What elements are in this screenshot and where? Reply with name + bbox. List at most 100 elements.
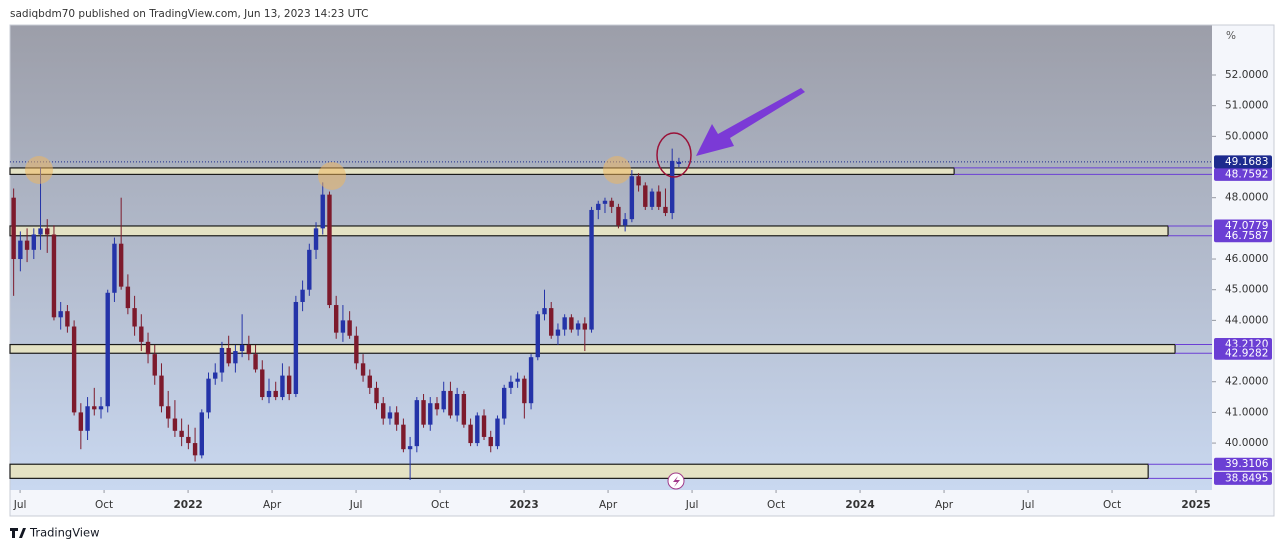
x-tick-label: Jul: [685, 499, 699, 511]
candle-body: [414, 400, 420, 447]
price-axis: [1212, 25, 1274, 490]
candle-body: [360, 363, 366, 376]
x-tick-label: Apr: [599, 499, 618, 511]
candle-body: [441, 390, 446, 410]
time-axis: [10, 490, 1274, 516]
y-tick-label: 45.0000: [1225, 284, 1268, 296]
candle-body: [569, 317, 574, 330]
candle-body: [602, 200, 608, 204]
support-zone: [9, 463, 1149, 479]
x-tick-label: 2024: [845, 499, 874, 511]
candle-body: [508, 381, 514, 388]
price-label: 38.8495: [1225, 472, 1268, 484]
candle-body: [636, 176, 641, 186]
y-tick-label: 50.0000: [1225, 130, 1268, 142]
candle-body: [112, 243, 117, 293]
candle-body: [428, 403, 433, 425]
price-label: 49.1683: [1225, 156, 1268, 168]
candle-body: [280, 375, 285, 398]
candle-body: [374, 387, 379, 404]
candle-body: [145, 341, 151, 355]
candle-body: [488, 436, 493, 447]
y-tick-label: 46.0000: [1225, 253, 1268, 265]
x-tick-label: Jul: [13, 499, 27, 511]
y-tick-label: 42.0000: [1225, 376, 1268, 388]
candle-body: [58, 311, 63, 318]
publish-header: sadiqbdm70 published on TradingView.com,…: [10, 8, 368, 20]
y-tick-label: 44.0000: [1225, 314, 1268, 326]
candle-body: [307, 249, 312, 290]
candle-body: [609, 200, 614, 207]
candle-body: [515, 378, 520, 382]
candle-body: [300, 289, 305, 302]
candle-body: [454, 393, 460, 416]
candle-body: [118, 243, 124, 287]
candle-body: [172, 418, 178, 431]
x-tick-label: Oct: [1103, 499, 1121, 511]
price-label: 39.3106: [1225, 458, 1269, 470]
candle-body: [549, 308, 554, 336]
candle-body: [159, 375, 164, 407]
candle-body: [616, 206, 621, 226]
footer-logo: [10, 528, 26, 538]
x-tick-label: Jul: [1021, 499, 1035, 511]
candle-body: [669, 160, 675, 214]
candle-body: [347, 320, 352, 336]
candle-body: [71, 326, 77, 413]
candle-body: [313, 228, 319, 250]
y-tick-label: 40.0000: [1225, 437, 1268, 449]
candle-body: [24, 240, 30, 250]
price-label-box: [1214, 167, 1272, 181]
candle-body: [528, 357, 534, 404]
candle-body: [139, 326, 144, 342]
x-tick-label: Jul: [349, 499, 363, 511]
price-label: 42.9282: [1225, 347, 1268, 359]
price-label: 46.7587: [1225, 230, 1268, 242]
candle-body: [381, 403, 386, 419]
candle-body: [333, 305, 339, 333]
peak-marker: [25, 156, 53, 184]
candle-body: [407, 446, 413, 450]
support-zone: [9, 225, 1169, 237]
candle-body: [622, 219, 628, 226]
candle-body: [273, 390, 278, 398]
event-icon-bolt: [673, 476, 680, 487]
support-zone: [9, 343, 1176, 354]
candle-body: [125, 286, 131, 309]
price-label: 48.7592: [1225, 168, 1268, 180]
candle-body: [596, 203, 601, 210]
candle-body: [320, 194, 325, 229]
candle-body: [266, 390, 272, 398]
x-tick-label: 2023: [509, 499, 538, 511]
candle-body: [253, 354, 258, 370]
candle-body: [468, 424, 473, 444]
candle-body: [649, 191, 655, 207]
x-tick-label: Apr: [263, 499, 282, 511]
peak-marker: [603, 156, 631, 184]
candle-body: [542, 308, 547, 315]
candle-body: [448, 390, 453, 416]
candle-body: [219, 347, 225, 373]
candle-body: [78, 412, 84, 431]
candle-body: [575, 323, 581, 330]
candle-body: [495, 418, 500, 447]
y-tick-label: 52.0000: [1225, 69, 1268, 81]
candle-body: [522, 378, 527, 404]
price-label-box: [1214, 346, 1272, 360]
candle-body: [260, 369, 265, 398]
candle-body: [18, 240, 23, 260]
plot-area: [10, 25, 1212, 490]
candle-body: [45, 228, 50, 235]
candle-body: [31, 234, 36, 250]
candle-body: [38, 228, 43, 235]
y-tick-label: 41.0000: [1225, 406, 1268, 418]
candle-body: [286, 375, 292, 394]
candle-body: [92, 406, 97, 410]
support-zone: [9, 167, 955, 176]
candle-body: [354, 335, 359, 364]
candle-body: [152, 354, 157, 376]
candle-body: [461, 393, 467, 425]
candle-body: [555, 329, 561, 336]
price-label: 47.0779: [1225, 220, 1268, 232]
candle-body: [233, 351, 238, 364]
